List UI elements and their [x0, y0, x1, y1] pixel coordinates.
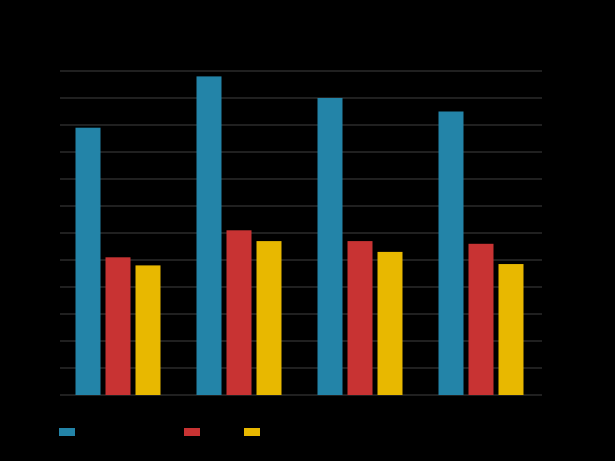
bar-series-2-group-2	[226, 230, 252, 395]
bar-series-3-group-1	[135, 265, 161, 395]
legend-swatch-2	[184, 428, 200, 436]
bar-series-2-group-3	[347, 241, 373, 395]
bar-series-2-group-1	[105, 257, 131, 395]
legend	[59, 428, 260, 436]
bar-series-1-group-4	[438, 111, 464, 395]
legend-swatch-3	[244, 428, 260, 436]
bar-series-3-group-3	[377, 251, 403, 395]
bar-series-1-group-3	[317, 98, 343, 395]
bars	[75, 76, 524, 396]
bar-series-1-group-2	[196, 76, 222, 396]
bar-series-3-group-4	[498, 264, 524, 395]
legend-swatch-1	[59, 428, 75, 436]
bar-series-2-group-4	[468, 243, 494, 395]
bar-series-3-group-2	[256, 241, 282, 395]
bar-series-1-group-1	[75, 127, 101, 395]
